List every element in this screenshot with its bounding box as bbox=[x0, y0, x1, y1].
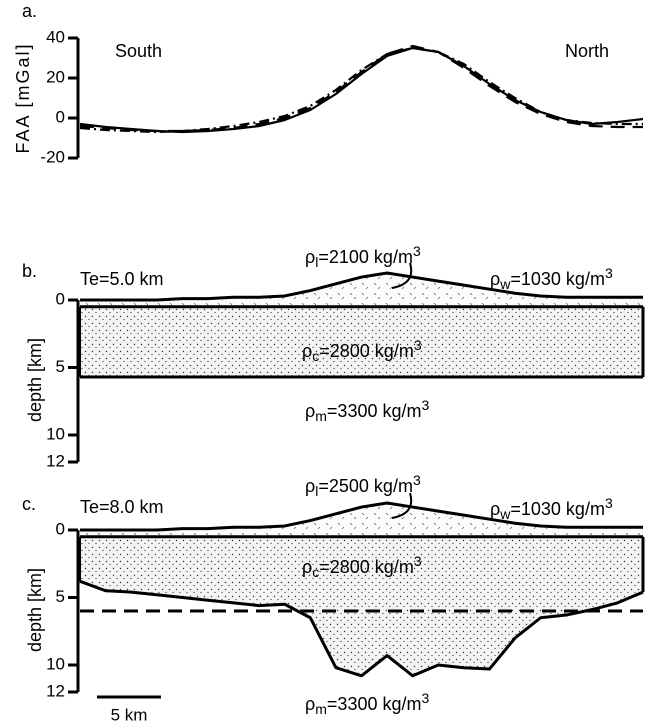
y-tick-label: 10 bbox=[46, 654, 65, 673]
panel-label: c. bbox=[22, 494, 36, 514]
y-tick-label: -20 bbox=[40, 147, 65, 166]
line bbox=[80, 271, 643, 302]
annotation: ρl=2500 kg/m3 bbox=[305, 472, 421, 499]
symbol: ρ bbox=[302, 341, 312, 361]
y-axis-label: FAA [mGal] bbox=[13, 42, 33, 153]
annotation: South bbox=[115, 41, 162, 61]
subscript: c bbox=[312, 564, 319, 580]
text: =1030 kg/m bbox=[510, 499, 605, 519]
line bbox=[79, 579, 644, 678]
text: North bbox=[565, 41, 609, 61]
superscript: 3 bbox=[414, 337, 422, 353]
line bbox=[79, 44, 643, 133]
scale-bar-label: 5 km bbox=[111, 705, 148, 724]
annotation: ρm=3300 kg/m3 bbox=[305, 397, 429, 424]
y-tick-label: 12 bbox=[46, 451, 65, 470]
superscript: 3 bbox=[421, 397, 429, 413]
line bbox=[79, 46, 643, 134]
symbol: ρ bbox=[302, 557, 312, 577]
annotation: ρc=2800 kg/m3 bbox=[302, 553, 422, 580]
y-axis-label: depth [km] bbox=[25, 568, 45, 652]
annotation: ρc=2800 kg/m3 bbox=[302, 337, 422, 364]
y-tick-label: 5 bbox=[56, 357, 65, 376]
annotation-arrow bbox=[391, 492, 413, 519]
symbol: ρ bbox=[305, 476, 315, 496]
y-tick-label: 0 bbox=[56, 107, 65, 126]
y-tick-label: 0 bbox=[56, 289, 65, 308]
y-tick-label: 0 bbox=[56, 519, 65, 538]
superscript: 3 bbox=[413, 243, 421, 259]
symbol: ρ bbox=[490, 269, 500, 289]
annotation: ρw=1030 kg/m3 bbox=[490, 265, 613, 292]
panel-label: b. bbox=[22, 261, 37, 281]
panel-label: a. bbox=[22, 1, 37, 21]
subscript: l bbox=[315, 254, 318, 270]
subscript: w bbox=[499, 276, 511, 292]
text: =3300 kg/m bbox=[327, 401, 422, 421]
symbol: ρ bbox=[305, 694, 315, 714]
superscript: 3 bbox=[605, 495, 613, 511]
crust-fill bbox=[80, 306, 643, 377]
line bbox=[80, 501, 643, 532]
superscript: 3 bbox=[421, 690, 429, 706]
subscript: w bbox=[499, 506, 511, 522]
y-tick-label: 20 bbox=[46, 67, 65, 86]
text: =1030 kg/m bbox=[510, 269, 605, 289]
subscript: l bbox=[315, 483, 318, 499]
y-tick-label: 40 bbox=[46, 27, 65, 46]
y-axis-label: depth [km] bbox=[25, 338, 45, 422]
text: =2800 kg/m bbox=[319, 557, 414, 577]
y-tick-label: 12 bbox=[46, 681, 65, 700]
text: Te=8.0 km bbox=[80, 497, 164, 517]
text: South bbox=[115, 41, 162, 61]
annotation: Te=8.0 km bbox=[80, 497, 164, 517]
subscript: m bbox=[315, 408, 327, 424]
text: =3300 kg/m bbox=[327, 694, 422, 714]
superscript: 3 bbox=[413, 472, 421, 488]
symbol: ρ bbox=[305, 401, 315, 421]
superscript: 3 bbox=[605, 265, 613, 281]
annotation: ρl=2100 kg/m3 bbox=[305, 243, 421, 270]
symbol: ρ bbox=[305, 247, 315, 267]
subscript: c bbox=[312, 348, 319, 364]
subscript: m bbox=[315, 701, 327, 717]
symbol: ρ bbox=[490, 499, 500, 519]
text: =2500 kg/m bbox=[318, 476, 413, 496]
crust-fill bbox=[80, 536, 643, 676]
annotation: ρw=1030 kg/m3 bbox=[490, 495, 613, 522]
text: =2800 kg/m bbox=[319, 341, 414, 361]
y-tick-label: 5 bbox=[56, 587, 65, 606]
y-tick-label: 10 bbox=[46, 424, 65, 443]
text: =2100 kg/m bbox=[318, 247, 413, 267]
annotation: Te=5.0 km bbox=[80, 269, 164, 289]
superscript: 3 bbox=[414, 553, 422, 569]
annotation-arrow bbox=[391, 262, 413, 289]
text: Te=5.0 km bbox=[80, 269, 164, 289]
annotation: ρm=3300 kg/m3 bbox=[305, 690, 429, 717]
annotation: North bbox=[565, 41, 609, 61]
